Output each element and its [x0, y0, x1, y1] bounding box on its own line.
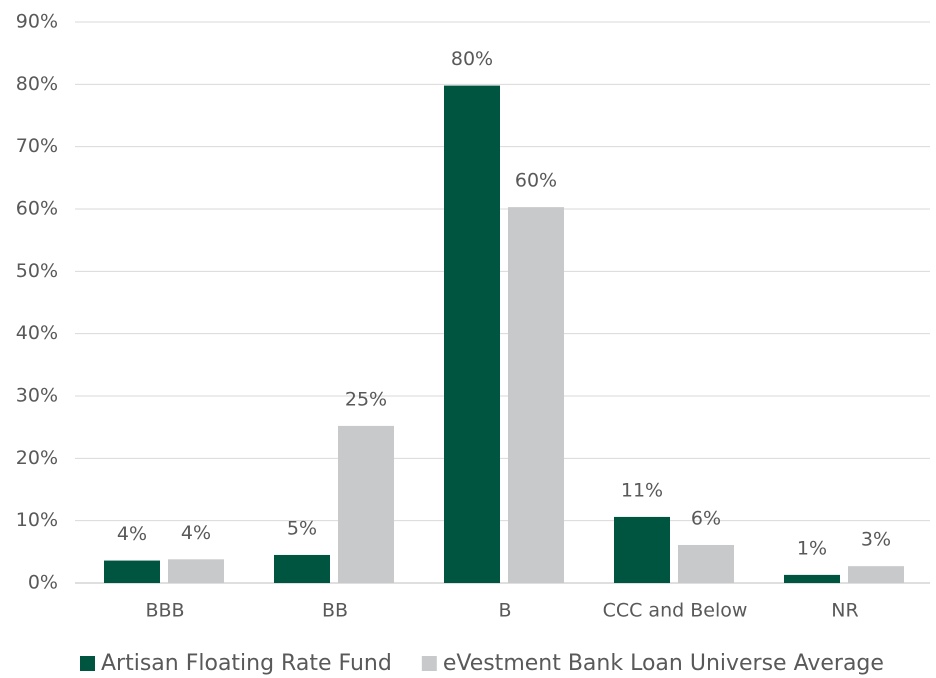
y-tick-label: 50%	[16, 260, 58, 282]
data-label: 4%	[117, 523, 147, 545]
y-tick-label: 20%	[16, 447, 58, 469]
x-tick-label: BB	[322, 600, 348, 622]
legend-swatch	[80, 656, 95, 671]
x-tick-label: BBB	[145, 600, 184, 622]
y-tick-label: 80%	[16, 73, 58, 95]
bar	[274, 554, 330, 583]
x-tick-label: CCC and Below	[603, 600, 748, 622]
bar	[848, 566, 904, 583]
data-label: 5%	[287, 517, 317, 539]
bar	[168, 559, 224, 583]
x-tick-label: B	[498, 600, 511, 622]
legend-swatch	[421, 656, 437, 671]
data-label: 4%	[181, 522, 211, 544]
legend-label: Artisan Floating Rate Fund	[101, 651, 392, 676]
y-tick-label: 40%	[16, 322, 58, 344]
data-label: 25%	[345, 388, 387, 410]
bar	[444, 85, 500, 583]
bar	[104, 560, 160, 583]
bar	[784, 574, 840, 583]
data-label: 60%	[515, 170, 557, 192]
data-label: 6%	[691, 507, 721, 529]
y-tick-label: 30%	[16, 385, 58, 407]
y-tick-label: 0%	[28, 572, 58, 594]
y-tick-label: 60%	[16, 198, 58, 220]
data-label: 80%	[451, 48, 493, 70]
legend-label: eVestment Bank Loan Universe Average	[443, 651, 884, 676]
data-label: 1%	[797, 537, 827, 559]
x-tick-label: NR	[831, 600, 858, 622]
bar	[678, 544, 734, 583]
data-label: 11%	[621, 479, 663, 501]
y-tick-label: 90%	[16, 11, 58, 33]
y-tick-label: 10%	[16, 509, 58, 531]
y-tick-label: 70%	[16, 135, 58, 157]
data-label: 3%	[861, 529, 891, 551]
bar	[338, 425, 394, 583]
bar	[614, 516, 670, 583]
bar	[508, 207, 564, 583]
